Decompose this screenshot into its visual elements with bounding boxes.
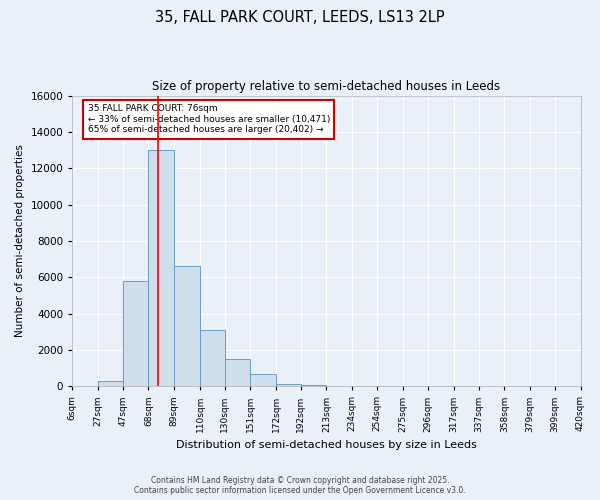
Bar bbox=[122, 281, 148, 386]
Bar bbox=[276, 384, 301, 386]
Text: Contains HM Land Registry data © Crown copyright and database right 2025.
Contai: Contains HM Land Registry data © Crown c… bbox=[134, 476, 466, 495]
Text: 35, FALL PARK COURT, LEEDS, LS13 2LP: 35, FALL PARK COURT, LEEDS, LS13 2LP bbox=[155, 10, 445, 25]
Title: Size of property relative to semi-detached houses in Leeds: Size of property relative to semi-detach… bbox=[152, 80, 500, 93]
Bar bbox=[174, 266, 200, 386]
Y-axis label: Number of semi-detached properties: Number of semi-detached properties bbox=[15, 144, 25, 338]
Bar bbox=[200, 330, 224, 386]
Bar bbox=[148, 150, 174, 386]
Bar bbox=[98, 381, 122, 386]
X-axis label: Distribution of semi-detached houses by size in Leeds: Distribution of semi-detached houses by … bbox=[176, 440, 477, 450]
Bar bbox=[250, 374, 276, 386]
Bar bbox=[224, 359, 250, 386]
Text: 35 FALL PARK COURT: 76sqm
← 33% of semi-detached houses are smaller (10,471)
65%: 35 FALL PARK COURT: 76sqm ← 33% of semi-… bbox=[88, 104, 330, 134]
Bar bbox=[301, 385, 326, 386]
